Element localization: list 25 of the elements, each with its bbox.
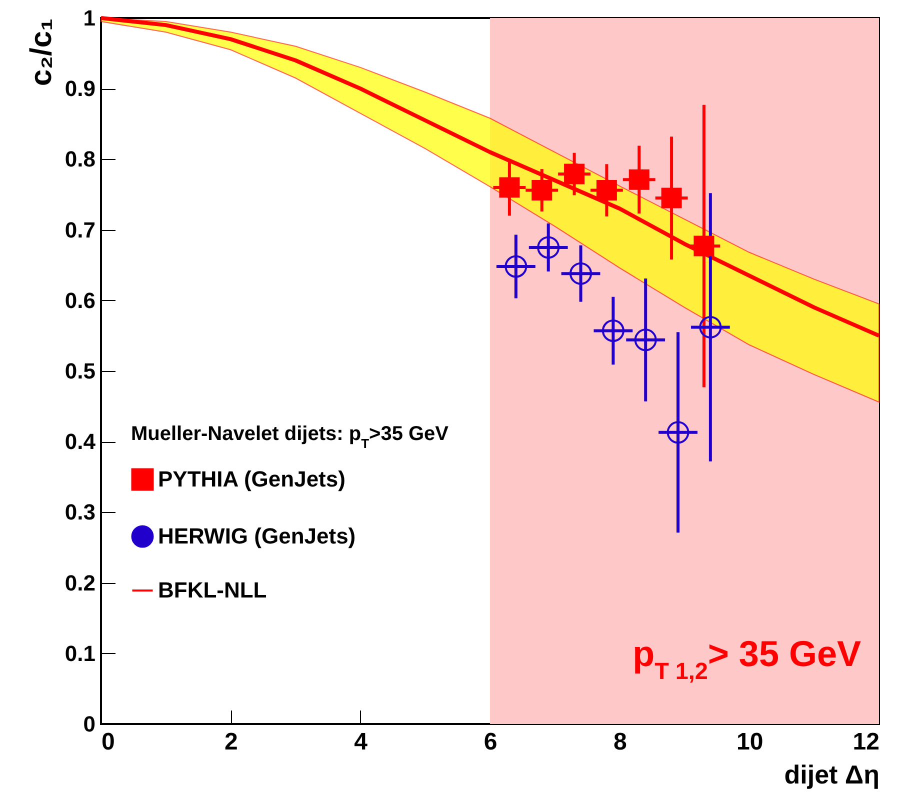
legend-label: PYTHIA (GenJets)	[158, 466, 346, 492]
y-tick-label: 0.7	[64, 217, 96, 242]
y-axis-title: c₂/c₁	[24, 18, 58, 86]
x-tick-label: 12	[852, 728, 880, 756]
band-label: p$_{T 1,2}$> 35 GeV	[632, 633, 861, 684]
y-tick-label: 1	[83, 6, 96, 30]
legend-label: BFKL-NLL	[158, 578, 267, 602]
x-tick-label: 8	[613, 728, 627, 756]
y-tick-label: 0.5	[64, 358, 96, 384]
y-tick-label: 0.3	[64, 500, 96, 525]
x-tick-label: 2	[224, 728, 238, 756]
x-axis-title: dijet Δη	[784, 760, 880, 790]
y-tick-label: 0.6	[64, 288, 96, 313]
y-tick-label: 0.4	[64, 429, 96, 454]
y-tick-label: 0	[83, 712, 96, 736]
x-tick-label: 6	[484, 728, 498, 756]
y-tick-label: 0.8	[64, 146, 96, 172]
y-tick-label: 0.2	[64, 570, 96, 596]
y-tick-label: 0.9	[64, 76, 96, 102]
x-tick-label: 0	[102, 728, 115, 756]
y-tick-label: 0.1	[64, 640, 96, 666]
legend-label: HERWIG (GenJets)	[158, 524, 356, 548]
x-tick-label: 10	[736, 728, 764, 756]
legend-title: Mueller-Navelet dijets: p$_{T}$>35 GeV	[131, 423, 450, 450]
x-tick-label: 4	[354, 728, 368, 756]
